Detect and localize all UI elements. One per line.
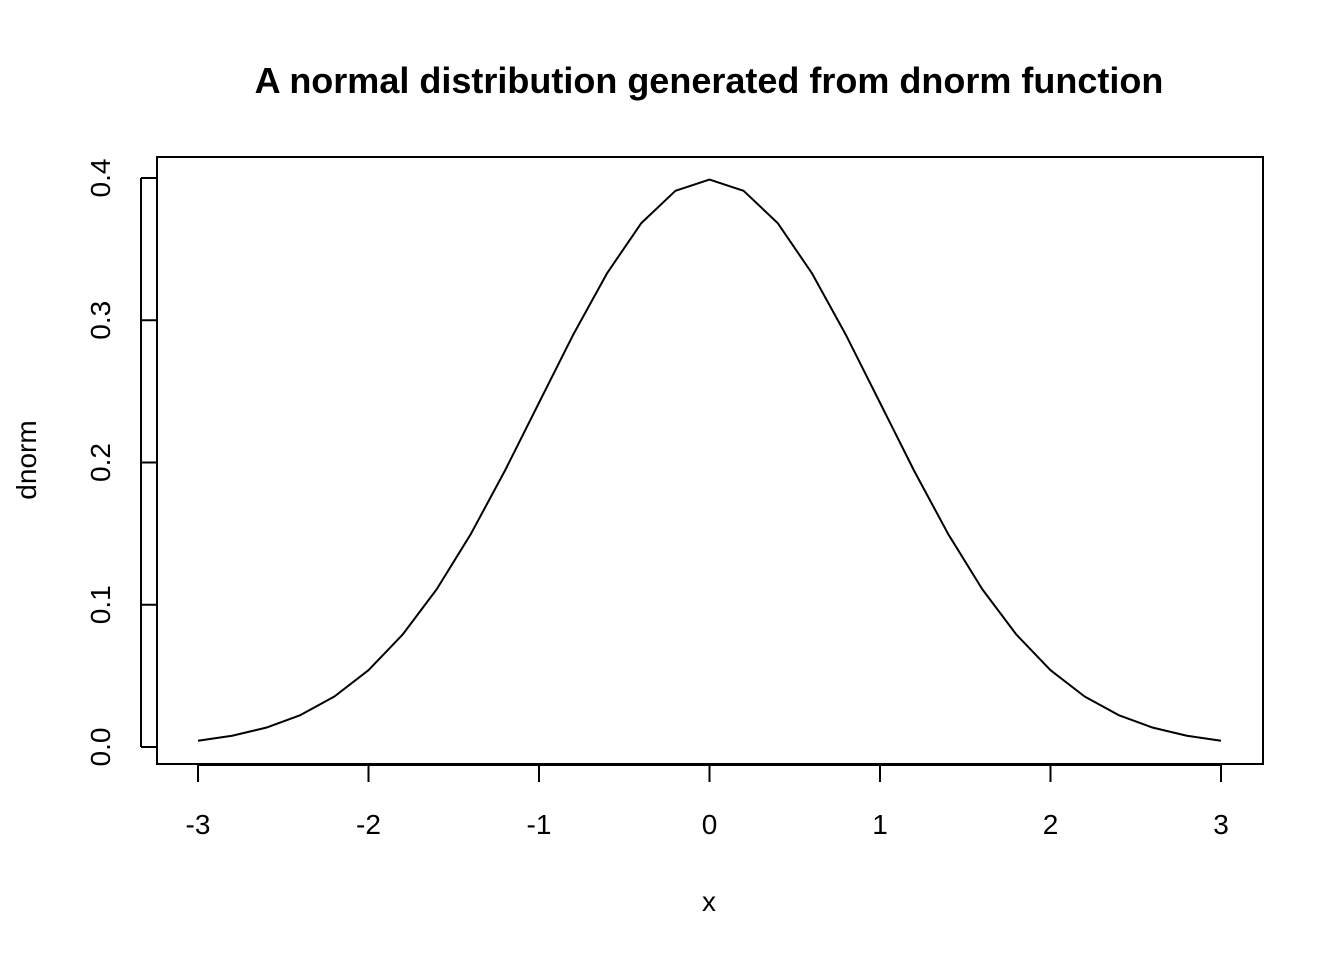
x-axis-label: x (702, 886, 716, 917)
chart-title: A normal distribution generated from dno… (255, 60, 1164, 101)
y-tick-label: 0.2 (85, 443, 116, 482)
y-tick-label: 0.3 (85, 301, 116, 340)
x-tick-label: 3 (1213, 809, 1229, 840)
x-tick-label: 2 (1043, 809, 1059, 840)
x-tick-label: -2 (356, 809, 381, 840)
y-tick-label: 0.0 (85, 728, 116, 767)
x-tick-label: -3 (186, 809, 211, 840)
y-axis: 0.0 0.1 0.2 0.3 0.4 (85, 159, 156, 767)
x-axis: -3 -2 -1 0 1 2 3 (186, 764, 1229, 840)
y-tick-label: 0.4 (85, 159, 116, 198)
y-axis-label: dnorm (11, 420, 42, 499)
x-tick-label: 0 (702, 809, 718, 840)
y-tick-label: 0.1 (85, 585, 116, 624)
plot-frame (156, 156, 1264, 765)
density-curve (197, 178, 1222, 742)
x-tick-label: 1 (872, 809, 888, 840)
x-tick-label: -1 (527, 809, 552, 840)
